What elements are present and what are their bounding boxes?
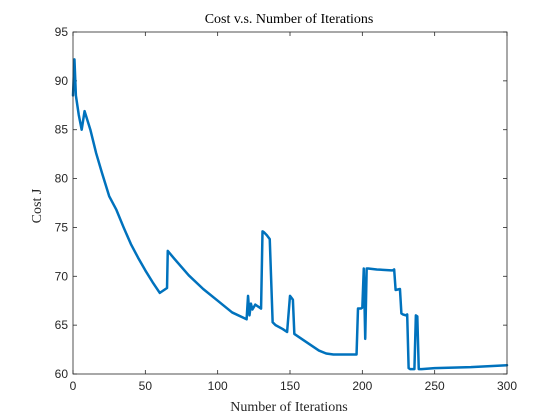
- x-tick-label: 200: [352, 379, 372, 393]
- y-tick-label: 70: [55, 269, 69, 283]
- x-axis-ticks: 0 50 100 150 200 250 300: [70, 32, 517, 393]
- y-tick-label: 65: [55, 318, 69, 332]
- chart-title: Cost v.s. Number of Iterations: [205, 12, 374, 27]
- y-axis-ticks: 60 65 70 75 80 85 90 95: [55, 25, 507, 381]
- y-tick-label: 75: [55, 220, 69, 234]
- x-tick-label: 50: [139, 379, 153, 393]
- y-axis-label: Cost J: [30, 188, 45, 223]
- x-tick-label: 250: [425, 379, 445, 393]
- x-tick-label: 0: [70, 379, 77, 393]
- plot-frame: [72, 31, 508, 375]
- y-tick-label: 85: [55, 123, 69, 137]
- y-tick-label: 80: [55, 172, 69, 186]
- x-tick-label: 150: [280, 379, 300, 393]
- y-tick-label: 90: [55, 74, 69, 88]
- y-tick-label: 60: [55, 367, 69, 381]
- series-line: [71, 58, 509, 371]
- x-tick-label: 100: [208, 379, 228, 393]
- y-tick-label: 95: [55, 25, 69, 39]
- x-tick-label: 300: [497, 379, 517, 393]
- x-axis-label: Number of Iterations: [230, 400, 347, 415]
